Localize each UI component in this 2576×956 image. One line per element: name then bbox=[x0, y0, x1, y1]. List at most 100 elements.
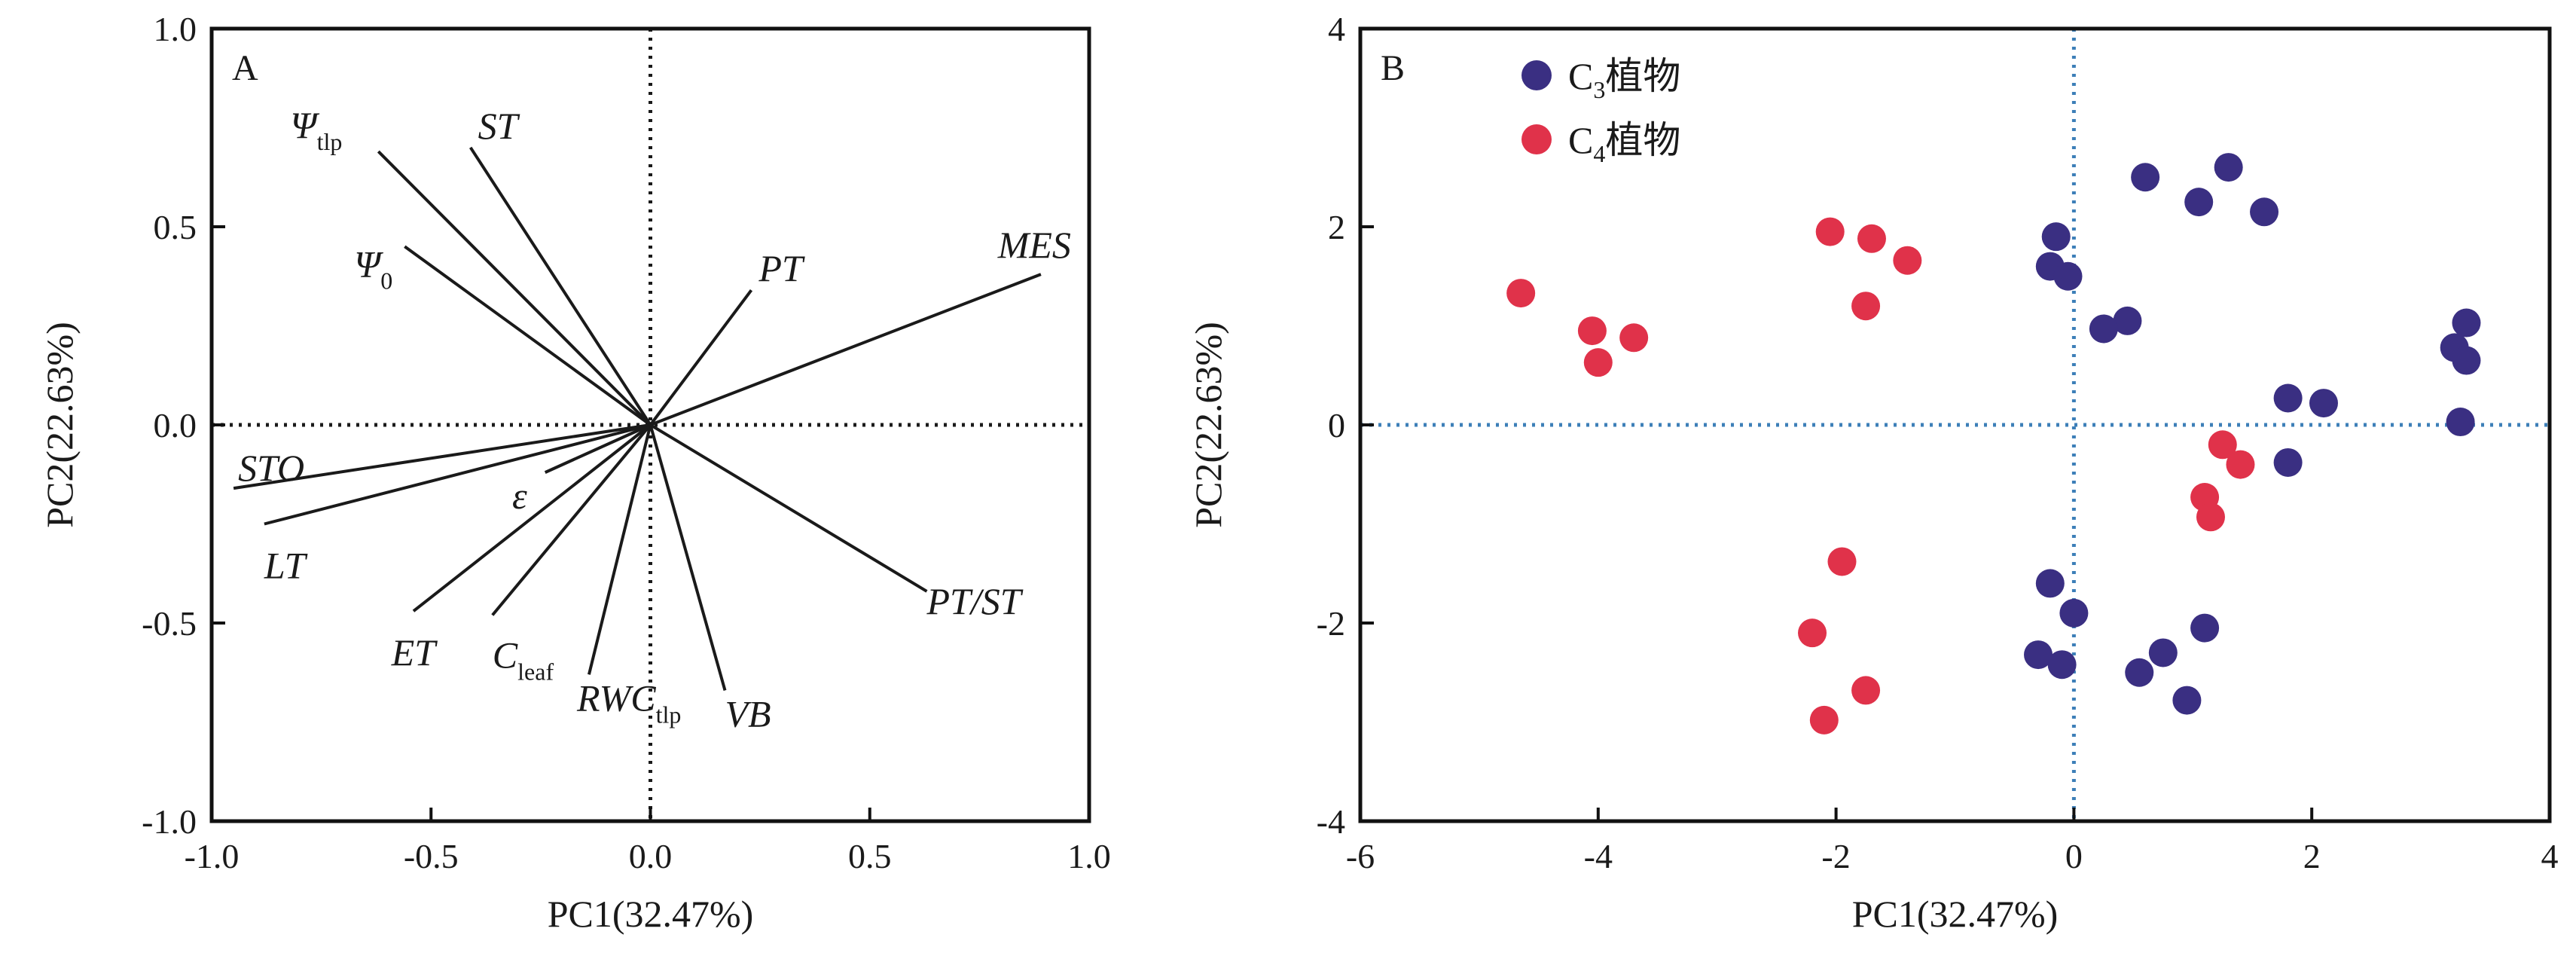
loading-vector-label: MES bbox=[997, 224, 1071, 266]
c3-plant-point bbox=[2452, 308, 2481, 338]
c3-plant-point bbox=[2024, 640, 2053, 670]
x-tick-label: 0.5 bbox=[848, 837, 892, 875]
vector-label-main: STO bbox=[238, 447, 304, 489]
loading-vector-line bbox=[491, 423, 652, 616]
x-tick-label: 2 bbox=[2303, 837, 2321, 875]
c3-plant-point bbox=[2059, 598, 2089, 628]
y-axis-title: PC2(22.63%) bbox=[1187, 322, 1229, 528]
vector-label-main: PT bbox=[758, 247, 805, 289]
loading-vector-label: Cleaf bbox=[493, 634, 554, 685]
vector-label-main: PT/ST bbox=[926, 580, 1023, 622]
legend-entry: C3植物 bbox=[1568, 55, 1680, 103]
loading-vector-label: ε bbox=[512, 475, 527, 517]
y-tick-label: 1.0 bbox=[154, 10, 197, 48]
c4-plant-point bbox=[1851, 292, 1881, 321]
x-tick-label: -1.0 bbox=[185, 837, 240, 875]
y-tick-label: 2 bbox=[1328, 208, 1345, 246]
loading-vector-line bbox=[264, 423, 651, 526]
legend-marker bbox=[1521, 60, 1552, 90]
loading-vector-line bbox=[233, 423, 651, 490]
legend-suffix: 植物 bbox=[1605, 119, 1680, 161]
legend-sub: 4 bbox=[1593, 140, 1605, 167]
y-tick-label: -2 bbox=[1317, 604, 1345, 643]
loading-vector-line bbox=[412, 423, 652, 612]
c3-plant-point bbox=[2035, 569, 2065, 598]
y-tick-label: -4 bbox=[1317, 802, 1345, 841]
x-tick-label: -2 bbox=[1821, 837, 1850, 875]
c4-plant-point bbox=[2226, 450, 2255, 479]
y-tick-label: 0.5 bbox=[154, 208, 197, 246]
loading-vector-line bbox=[649, 273, 1042, 426]
loading-vector-line bbox=[649, 289, 753, 426]
legend-sub: 3 bbox=[1593, 76, 1605, 103]
vector-label-main: Ψ bbox=[290, 104, 319, 146]
vector-label-sub: tlp bbox=[317, 128, 343, 155]
vector-label-main: LT bbox=[264, 545, 308, 587]
loading-vector-label: ST bbox=[478, 105, 520, 147]
x-tick-label: 0 bbox=[2065, 837, 2083, 875]
c3-plant-point bbox=[2446, 408, 2475, 437]
legend-name: C bbox=[1568, 119, 1593, 161]
y-tick-label: 4 bbox=[1328, 10, 1345, 48]
vector-label-main: Ψ bbox=[354, 243, 383, 285]
c3-plant-point bbox=[2053, 261, 2083, 291]
c3-plant-point bbox=[2113, 306, 2142, 335]
vector-label-main: MES bbox=[997, 224, 1071, 266]
c3-plant-point bbox=[2273, 383, 2303, 413]
c4-plant-point bbox=[1809, 705, 1839, 735]
panel-letter: B bbox=[1381, 48, 1405, 88]
x-tick-label: -4 bbox=[1584, 837, 1613, 875]
y-axis-title: PC2(22.63%) bbox=[38, 322, 81, 528]
loading-vector-label: LT bbox=[264, 545, 308, 587]
c3-plant-point bbox=[2089, 314, 2118, 344]
x-tick-label: 0.0 bbox=[629, 837, 673, 875]
c3-plant-point bbox=[2184, 188, 2214, 217]
vector-label-main: C bbox=[493, 634, 518, 676]
c4-plant-point bbox=[2208, 430, 2237, 460]
vector-label-main: RWC bbox=[576, 677, 656, 719]
x-tick-label: 1.0 bbox=[1067, 837, 1111, 875]
loading-vector-line bbox=[404, 245, 652, 426]
loading-vector-label: PT bbox=[758, 247, 805, 289]
y-tick-label: -1.0 bbox=[142, 802, 197, 841]
c3-plant-point bbox=[2452, 346, 2481, 375]
y-tick-label: 0 bbox=[1328, 406, 1345, 444]
loading-vector-label: PT/ST bbox=[926, 580, 1023, 622]
x-axis-title: PC1(32.47%) bbox=[1852, 893, 2059, 935]
c4-plant-point bbox=[1506, 279, 1536, 308]
legend-marker bbox=[1521, 124, 1552, 154]
panel-letter: A bbox=[232, 48, 258, 88]
c3-plant-point bbox=[2190, 613, 2220, 643]
c3-plant-point bbox=[2131, 163, 2160, 192]
loading-vector-line bbox=[649, 424, 727, 691]
c3-plant-point bbox=[2172, 686, 2202, 715]
y-tick-label: 0.0 bbox=[154, 406, 197, 444]
x-tick-label: 4 bbox=[2541, 837, 2559, 875]
c3-plant-point bbox=[2250, 197, 2279, 227]
vector-label-sub: leaf bbox=[517, 658, 554, 685]
c4-plant-point bbox=[1851, 676, 1881, 705]
vector-label-sub: 0 bbox=[380, 267, 392, 294]
loading-vector-line bbox=[544, 423, 652, 474]
x-tick-label: -0.5 bbox=[404, 837, 459, 875]
loading-vector-line bbox=[588, 424, 652, 675]
c4-plant-point bbox=[1798, 618, 1827, 648]
loading-vector-label: RWCtlp bbox=[576, 677, 681, 728]
c4-plant-point bbox=[1815, 217, 1845, 246]
loading-vector-label: STO bbox=[238, 447, 304, 489]
vector-label-main: ET bbox=[391, 631, 438, 673]
loading-vector-label: Ψtlp bbox=[290, 104, 342, 155]
loading-vector-line bbox=[649, 423, 928, 593]
c4-plant-point bbox=[1583, 348, 1613, 377]
c4-plant-point bbox=[1857, 224, 1886, 253]
c4-plant-point bbox=[1893, 246, 1922, 275]
loading-vector-line bbox=[469, 146, 652, 426]
panel-a-loading-plot: -1.0 -0.5 0.0 0.5 1.0 -1.0 -0.5 0.0 0.5 1.0 PC1(32… bbox=[38, 10, 1111, 935]
x-axis-title: PC1(32.47%) bbox=[548, 893, 754, 935]
c4-plant-point bbox=[2196, 502, 2225, 532]
legend-entry: C4植物 bbox=[1568, 119, 1680, 167]
c3-plant-point bbox=[2309, 389, 2338, 418]
loading-vector-label: VB bbox=[725, 692, 771, 735]
c3-plant-point bbox=[2214, 153, 2243, 182]
